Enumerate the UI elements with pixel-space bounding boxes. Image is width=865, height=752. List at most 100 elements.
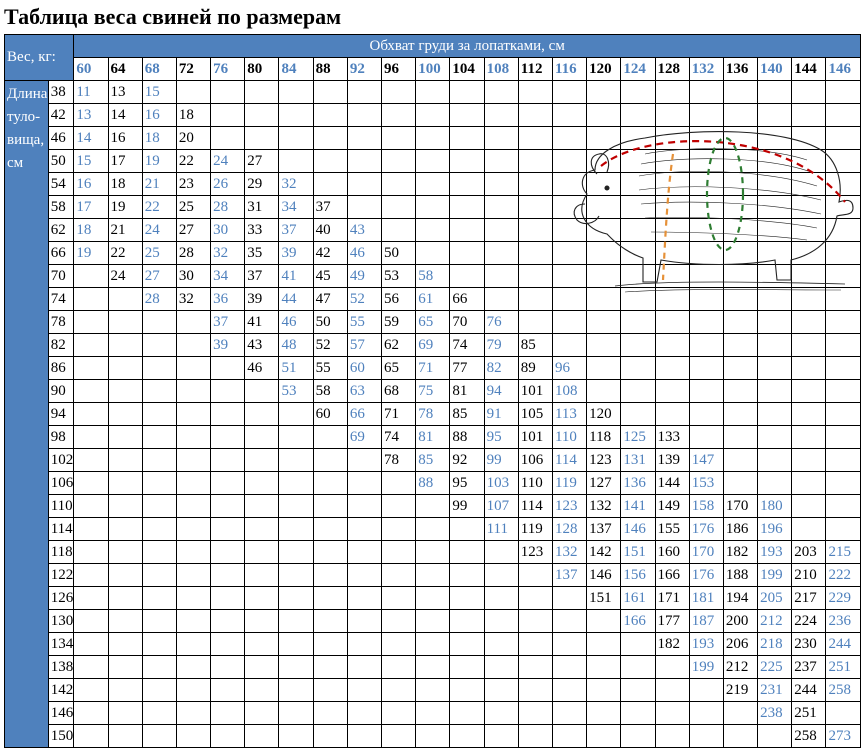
data-cell (74, 357, 108, 380)
data-cell: 16 (74, 173, 108, 196)
data-cell (416, 610, 450, 633)
data-cell: 82 (484, 357, 518, 380)
data-cell (313, 81, 347, 104)
data-cell (689, 311, 723, 334)
data-cell (108, 564, 142, 587)
data-cell (587, 725, 621, 748)
data-cell (723, 725, 757, 748)
data-cell (826, 380, 861, 403)
data-cell: 18 (108, 173, 142, 196)
data-cell (245, 541, 279, 564)
row-label: 74 (48, 288, 74, 311)
data-cell (313, 426, 347, 449)
data-cell: 35 (245, 242, 279, 265)
data-cell (176, 679, 210, 702)
data-cell (416, 81, 450, 104)
data-cell (313, 472, 347, 495)
col-header: 96 (382, 58, 416, 81)
data-cell (108, 403, 142, 426)
data-cell (176, 449, 210, 472)
data-cell: 69 (416, 334, 450, 357)
data-cell (211, 403, 245, 426)
data-cell (347, 196, 381, 219)
data-cell (347, 679, 381, 702)
data-cell (142, 449, 176, 472)
data-cell: 205 (758, 587, 792, 610)
data-cell (142, 679, 176, 702)
data-cell (211, 472, 245, 495)
data-cell (313, 587, 347, 610)
data-cell (142, 495, 176, 518)
data-cell (382, 679, 416, 702)
data-cell (689, 81, 723, 104)
data-cell (382, 518, 416, 541)
data-cell: 170 (689, 541, 723, 564)
data-cell: 15 (74, 150, 108, 173)
data-cell (74, 311, 108, 334)
data-cell (279, 702, 313, 725)
data-cell (416, 104, 450, 127)
data-cell (450, 173, 484, 196)
data-cell (450, 541, 484, 564)
data-cell (382, 610, 416, 633)
data-cell (279, 472, 313, 495)
data-cell: 139 (655, 449, 689, 472)
data-cell (450, 610, 484, 633)
data-cell (518, 150, 552, 173)
data-cell: 56 (382, 288, 416, 311)
data-cell: 81 (450, 380, 484, 403)
data-cell (347, 702, 381, 725)
data-cell: 60 (313, 403, 347, 426)
data-cell (382, 81, 416, 104)
col-header: 88 (313, 58, 347, 81)
data-cell: 118 (587, 426, 621, 449)
data-cell: 25 (176, 196, 210, 219)
data-cell (518, 587, 552, 610)
data-cell (655, 81, 689, 104)
data-cell (142, 357, 176, 380)
data-cell: 25 (142, 242, 176, 265)
data-cell (279, 587, 313, 610)
data-cell (484, 219, 518, 242)
data-cell (655, 679, 689, 702)
data-cell: 50 (382, 242, 416, 265)
data-cell (74, 403, 108, 426)
data-cell (655, 242, 689, 265)
data-cell (621, 81, 655, 104)
row-label: 42 (48, 104, 74, 127)
data-cell: 18 (74, 219, 108, 242)
data-cell: 68 (382, 380, 416, 403)
data-cell (484, 679, 518, 702)
row-label: 118 (48, 541, 74, 564)
data-cell (142, 656, 176, 679)
data-cell: 52 (347, 288, 381, 311)
data-cell (552, 150, 586, 173)
data-cell (450, 104, 484, 127)
data-cell: 119 (552, 472, 586, 495)
data-cell (382, 173, 416, 196)
data-cell: 251 (792, 702, 826, 725)
data-cell (518, 196, 552, 219)
row-label: 114 (48, 518, 74, 541)
data-cell: 193 (689, 633, 723, 656)
data-cell: 146 (587, 564, 621, 587)
data-cell (552, 656, 586, 679)
data-cell (758, 196, 792, 219)
data-cell (108, 472, 142, 495)
data-cell (689, 104, 723, 127)
data-cell: 33 (245, 219, 279, 242)
data-cell: 61 (416, 288, 450, 311)
data-cell: 258 (826, 679, 861, 702)
data-cell (108, 311, 142, 334)
data-cell: 55 (347, 311, 381, 334)
data-cell (689, 265, 723, 288)
data-cell: 76 (484, 311, 518, 334)
data-cell: 171 (655, 587, 689, 610)
data-cell (655, 288, 689, 311)
data-cell: 30 (211, 219, 245, 242)
data-cell: 65 (382, 357, 416, 380)
data-cell: 149 (655, 495, 689, 518)
data-cell: 95 (484, 426, 518, 449)
col-header: 100 (416, 58, 450, 81)
data-cell: 244 (826, 633, 861, 656)
